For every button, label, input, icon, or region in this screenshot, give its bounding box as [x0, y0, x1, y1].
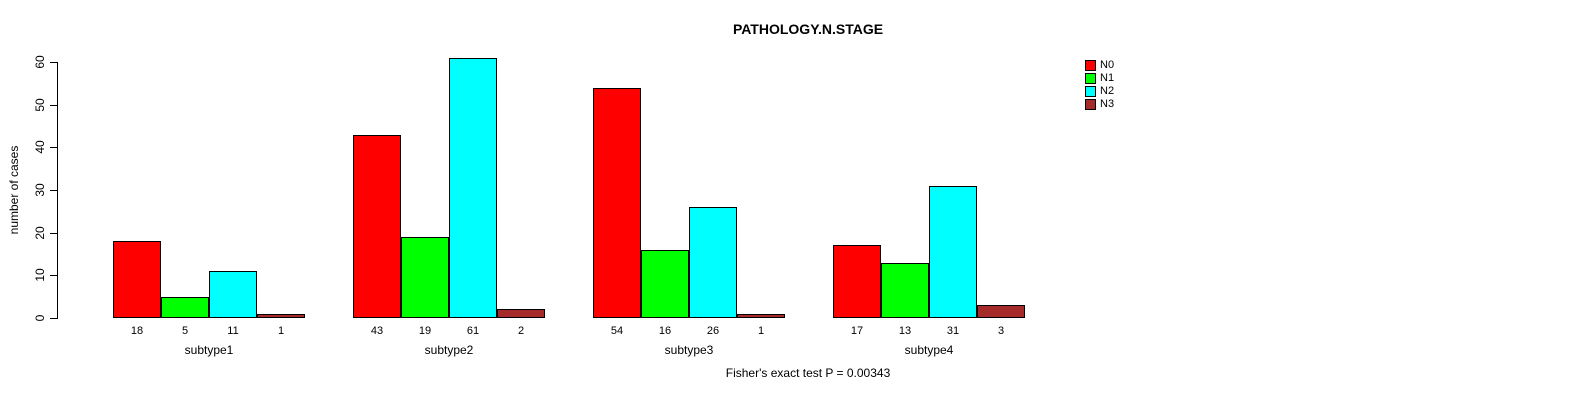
y-tick-label: 10	[33, 268, 47, 282]
y-axis-label: number of cases	[7, 145, 21, 235]
bar-n3-subtype1	[257, 314, 305, 318]
category-label-subtype2: subtype2	[424, 343, 474, 357]
bar-value-label: 11	[227, 325, 239, 337]
legend-row-n3: N3	[1085, 98, 1114, 111]
bar-value-label: 19	[418, 325, 432, 337]
y-tick-mark	[50, 318, 57, 319]
bar-n3-subtype3	[737, 314, 785, 318]
legend-label: N1	[1100, 72, 1115, 84]
legend: N0 N1 N2 N3	[1085, 59, 1114, 111]
y-tick-label: 60	[33, 55, 47, 69]
bar-value-label: 1	[757, 325, 765, 337]
bar-n0-subtype3	[593, 88, 641, 318]
bar-value-label: 54	[610, 325, 624, 337]
legend-swatch-icon	[1085, 86, 1096, 97]
bar-n2-subtype4	[929, 186, 977, 318]
bar-n1-subtype3	[641, 250, 689, 318]
footer-stat: Fisher's exact test P = 0.00343	[725, 366, 891, 380]
y-tick-label: 50	[33, 98, 47, 112]
legend-row-n1: N1	[1085, 72, 1114, 85]
bar-value-label: 13	[898, 325, 912, 337]
bar-value-label: 26	[706, 325, 720, 337]
category-label-subtype4: subtype4	[904, 343, 954, 357]
y-tick-mark	[50, 233, 57, 234]
y-axis-line	[57, 62, 58, 319]
legend-label: N3	[1100, 98, 1115, 110]
bar-value-label: 16	[658, 325, 672, 337]
bar-n2-subtype3	[689, 207, 737, 318]
y-tick-mark	[50, 275, 57, 276]
y-tick-label: 40	[33, 140, 47, 154]
bar-n3-subtype4	[977, 305, 1025, 318]
bar-n0-subtype4	[833, 245, 881, 318]
bar-value-label: 1	[277, 325, 285, 337]
y-tick-label: 0	[33, 314, 47, 322]
bar-value-label: 5	[181, 325, 189, 337]
bar-n0-subtype2	[353, 135, 401, 318]
bar-n2-subtype1	[209, 271, 257, 318]
bar-value-label: 43	[370, 325, 384, 337]
legend-row-n0: N0	[1085, 59, 1114, 72]
bar-n1-subtype2	[401, 237, 449, 318]
bar-value-label: 2	[517, 325, 525, 337]
y-tick-mark	[50, 62, 57, 63]
category-label-subtype3: subtype3	[664, 343, 714, 357]
legend-swatch-icon	[1085, 73, 1096, 84]
bar-n0-subtype1	[113, 241, 161, 318]
y-tick-label: 30	[33, 183, 47, 197]
bar-value-label: 61	[466, 325, 480, 337]
bar-value-label: 18	[130, 325, 144, 337]
bar-n1-subtype1	[161, 297, 209, 318]
y-tick-label: 20	[33, 226, 47, 240]
bar-value-label: 17	[850, 325, 864, 337]
bar-value-label: 31	[946, 325, 960, 337]
y-tick-mark	[50, 105, 57, 106]
bar-n1-subtype4	[881, 263, 929, 318]
chart-title: PATHOLOGY.N.STAGE	[732, 21, 884, 37]
y-tick-mark	[50, 147, 57, 148]
y-tick-mark	[50, 190, 57, 191]
legend-swatch-icon	[1085, 60, 1096, 71]
legend-swatch-icon	[1085, 99, 1096, 110]
bar-value-label: 3	[997, 325, 1005, 337]
bar-n3-subtype2	[497, 309, 545, 318]
legend-label: N2	[1100, 85, 1115, 97]
category-label-subtype1: subtype1	[184, 343, 234, 357]
legend-row-n2: N2	[1085, 85, 1114, 98]
bar-n2-subtype2	[449, 58, 497, 318]
legend-label: N0	[1100, 59, 1115, 71]
